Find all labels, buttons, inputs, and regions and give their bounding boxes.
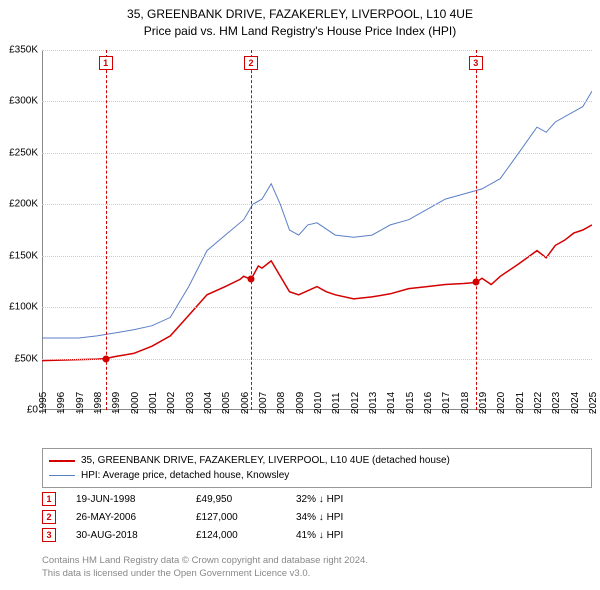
legend-swatch-property bbox=[49, 460, 75, 462]
footer-line-2: This data is licensed under the Open Gov… bbox=[42, 568, 592, 581]
legend: 35, GREENBANK DRIVE, FAZAKERLEY, LIVERPO… bbox=[42, 448, 592, 488]
event-price: £49,950 bbox=[196, 494, 276, 505]
x-tick-label: 2006 bbox=[240, 392, 251, 414]
events-table: 1 19-JUN-1998 £49,950 32% ↓ HPI 2 26-MAY-2006… bbox=[42, 492, 592, 546]
x-tick-label: 2004 bbox=[203, 392, 214, 414]
x-tick-label: 2014 bbox=[386, 392, 397, 414]
event-flag-icon: 2 bbox=[42, 510, 56, 524]
x-tick-label: 2022 bbox=[533, 392, 544, 414]
plot-area: £0£50K£100K£150K£200K£250K£300K£350K1995… bbox=[42, 50, 592, 410]
event-row: 1 19-JUN-1998 £49,950 32% ↓ HPI bbox=[42, 492, 592, 506]
x-tick-label: 2013 bbox=[368, 392, 379, 414]
series-property-line bbox=[42, 225, 592, 361]
y-gridline bbox=[42, 307, 592, 308]
legend-label-property: 35, GREENBANK DRIVE, FAZAKERLEY, LIVERPO… bbox=[81, 453, 450, 468]
y-gridline bbox=[42, 101, 592, 102]
x-tick-label: 2007 bbox=[258, 392, 269, 414]
event-date: 26-MAY-2006 bbox=[76, 512, 176, 523]
legend-swatch-hpi bbox=[49, 475, 75, 476]
event-diff: 41% ↓ HPI bbox=[296, 530, 386, 541]
event-flag: 3 bbox=[469, 56, 483, 70]
event-price: £127,000 bbox=[196, 512, 276, 523]
x-tick-label: 2021 bbox=[515, 392, 526, 414]
event-marker bbox=[102, 355, 109, 362]
legend-row-hpi: HPI: Average price, detached house, Know… bbox=[49, 468, 585, 483]
x-tick-label: 1996 bbox=[56, 392, 67, 414]
x-tick-label: 1999 bbox=[111, 392, 122, 414]
x-tick-label: 2018 bbox=[460, 392, 471, 414]
event-row: 3 30-AUG-2018 £124,000 41% ↓ HPI bbox=[42, 528, 592, 542]
x-tick-label: 2015 bbox=[405, 392, 416, 414]
y-gridline bbox=[42, 204, 592, 205]
title-line-1: 35, GREENBANK DRIVE, FAZAKERLEY, LIVERPO… bbox=[0, 6, 600, 23]
x-tick-label: 2024 bbox=[570, 392, 581, 414]
x-tick-label: 2011 bbox=[331, 392, 342, 414]
event-flag-icon: 3 bbox=[42, 528, 56, 542]
footer: Contains HM Land Registry data © Crown c… bbox=[42, 555, 592, 581]
y-tick-label: £350K bbox=[9, 45, 42, 56]
x-tick-label: 2009 bbox=[295, 392, 306, 414]
footer-line-1: Contains HM Land Registry data © Crown c… bbox=[42, 555, 592, 568]
event-flag-icon: 1 bbox=[42, 492, 56, 506]
event-row: 2 26-MAY-2006 £127,000 34% ↓ HPI bbox=[42, 510, 592, 524]
event-flag: 1 bbox=[99, 56, 113, 70]
y-tick-label: £100K bbox=[9, 302, 42, 313]
x-tick-label: 2010 bbox=[313, 392, 324, 414]
x-tick-label: 2017 bbox=[441, 392, 452, 414]
y-gridline bbox=[42, 153, 592, 154]
x-tick-label: 2002 bbox=[166, 392, 177, 414]
y-tick-label: £250K bbox=[9, 147, 42, 158]
x-tick-label: 2023 bbox=[551, 392, 562, 414]
x-tick-label: 2005 bbox=[221, 392, 232, 414]
x-tick-label: 2008 bbox=[276, 392, 287, 414]
x-tick-label: 1997 bbox=[75, 392, 86, 414]
x-tick-label: 2000 bbox=[130, 392, 141, 414]
y-tick-label: £200K bbox=[9, 199, 42, 210]
event-marker bbox=[248, 276, 255, 283]
x-tick-label: 1995 bbox=[38, 392, 49, 414]
event-date: 30-AUG-2018 bbox=[76, 530, 176, 541]
y-gridline bbox=[42, 50, 592, 51]
event-vline bbox=[476, 50, 477, 410]
event-flag: 2 bbox=[244, 56, 258, 70]
x-tick-label: 2016 bbox=[423, 392, 434, 414]
chart-title: 35, GREENBANK DRIVE, FAZAKERLEY, LIVERPO… bbox=[0, 0, 600, 41]
x-tick-label: 2019 bbox=[478, 392, 489, 414]
event-vline bbox=[251, 50, 252, 410]
series-hpi-line bbox=[42, 91, 592, 338]
x-tick-label: 2003 bbox=[185, 392, 196, 414]
y-tick-label: £50K bbox=[15, 353, 42, 364]
title-line-2: Price paid vs. HM Land Registry's House … bbox=[0, 23, 600, 40]
event-diff: 34% ↓ HPI bbox=[296, 512, 386, 523]
x-tick-label: 1998 bbox=[93, 392, 104, 414]
y-tick-label: £300K bbox=[9, 96, 42, 107]
x-tick-label: 2020 bbox=[496, 392, 507, 414]
chart-container: 35, GREENBANK DRIVE, FAZAKERLEY, LIVERPO… bbox=[0, 0, 600, 590]
y-gridline bbox=[42, 256, 592, 257]
event-diff: 32% ↓ HPI bbox=[296, 494, 386, 505]
x-tick-label: 2025 bbox=[588, 392, 599, 414]
event-date: 19-JUN-1998 bbox=[76, 494, 176, 505]
event-price: £124,000 bbox=[196, 530, 276, 541]
y-tick-label: £150K bbox=[9, 250, 42, 261]
x-tick-label: 2012 bbox=[350, 392, 361, 414]
legend-label-hpi: HPI: Average price, detached house, Know… bbox=[81, 468, 289, 483]
x-tick-label: 2001 bbox=[148, 392, 159, 414]
event-marker bbox=[472, 279, 479, 286]
chart-series bbox=[42, 50, 592, 410]
y-gridline bbox=[42, 359, 592, 360]
legend-row-property: 35, GREENBANK DRIVE, FAZAKERLEY, LIVERPO… bbox=[49, 453, 585, 468]
